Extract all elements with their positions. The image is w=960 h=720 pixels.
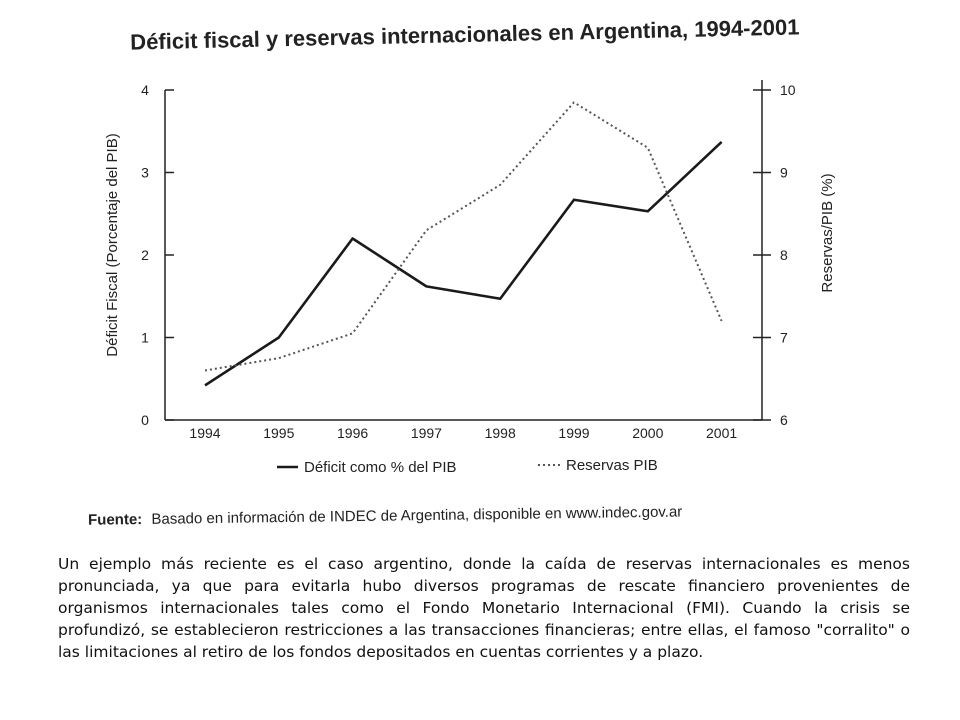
source-note: Fuente: Basado en información de INDEC d…	[88, 503, 682, 528]
chart-title: Déficit fiscal y reservas internacionale…	[130, 14, 800, 54]
x-tick-label-1997: 1997	[411, 425, 442, 441]
y-tick-label-left-0: 0	[141, 412, 149, 428]
svg-text:Fuente: Basado en inform: Fuente: Basado en información de INDEC d…	[88, 503, 682, 528]
chart: Déficit fiscal y reservas internacionale…	[88, 14, 836, 528]
chart-axes	[164, 80, 763, 421]
x-tick-label-1996: 1996	[337, 425, 368, 441]
y-tick-label-left-3: 3	[141, 165, 149, 181]
source-text: Basado en información de INDEC de Argent…	[151, 503, 682, 527]
series-line-reserves	[204, 101, 723, 372]
y-axis-label-right: Reservas/PIB (%)	[819, 173, 836, 292]
y-tick-label-left-2: 2	[141, 247, 149, 263]
chart-ticks: 0 1 2 3 4 6 7 8 9 10 1994 1995 1996 1997 1998 1999 2000 2…	[141, 82, 796, 441]
chart-series	[204, 101, 723, 387]
x-tick-label-2001: 2001	[706, 425, 737, 441]
x-tick-label-1998: 1998	[485, 425, 516, 441]
source-label: Fuente:	[88, 511, 142, 529]
legend-label-reserves: Reservas PIB	[566, 457, 658, 474]
body-paragraph: Un ejemplo más reciente es el caso argen…	[58, 555, 910, 661]
y-tick-label-right-10: 10	[780, 82, 796, 98]
x-tick-label-1999: 1999	[558, 425, 589, 441]
y-tick-label-right-9: 9	[780, 165, 788, 181]
y-tick-label-left-1: 1	[141, 330, 149, 346]
x-tick-label-1994: 1994	[189, 425, 220, 441]
x-tick-label-1995: 1995	[263, 425, 294, 441]
y-tick-label-right-6: 6	[780, 412, 788, 428]
series-line-deficit	[204, 141, 723, 387]
x-tick-label-2000: 2000	[632, 425, 663, 441]
y-tick-label-right-7: 7	[780, 330, 788, 346]
y-axis-label-left: Déficit Fiscal (Porcentaje del PIB)	[104, 133, 121, 356]
y-tick-label-right-8: 8	[780, 247, 788, 263]
legend: Déficit como % del PIB Reservas PIB	[277, 457, 658, 476]
legend-label-deficit: Déficit como % del PIB	[304, 459, 457, 476]
y-tick-label-left-4: 4	[141, 82, 149, 98]
